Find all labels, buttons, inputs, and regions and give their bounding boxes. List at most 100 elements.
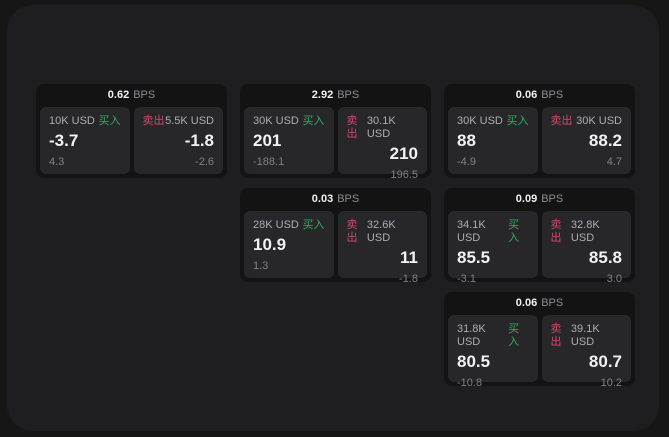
sell-side-label: 卖出 <box>142 115 165 127</box>
quote-card-body: 30K USD 买入 88 -4.9 卖出 30K USD 88.2 4.7 <box>448 107 631 174</box>
quote-card: 0.03 BPS 28K USD 买入 10.9 1.3 卖出 32.6K US… <box>240 188 431 282</box>
sell-amount: 30K USD <box>576 115 622 127</box>
sell-delta: -2.6 <box>195 156 214 168</box>
bps-value: 0.03 <box>311 193 334 205</box>
buy-panel-top: 31.8K USD 买入 <box>457 323 529 349</box>
bps-value: 0.62 <box>107 89 130 101</box>
sell-price: 210 <box>389 144 418 163</box>
buy-panel[interactable]: 10K USD 买入 -3.7 4.3 <box>40 107 130 174</box>
quote-card-body: 34.1K USD 买入 85.5 -3.1 卖出 32.8K USD 85.8… <box>448 211 631 282</box>
bps-header: 0.06 BPS <box>448 292 631 315</box>
app-panel: 0.62 BPS 10K USD 买入 -3.7 4.3 卖出 5.5K USD… <box>7 5 659 431</box>
sell-panel-top: 卖出 5.5K USD <box>143 115 215 128</box>
quote-card-body: 30K USD 买入 201 -188.1 卖出 30.1K USD 210 1… <box>244 107 427 178</box>
buy-amount: 10K USD <box>49 115 95 127</box>
sell-delta: 4.7 <box>606 156 622 168</box>
bps-header: 0.03 BPS <box>244 188 427 211</box>
bps-value: 0.06 <box>515 89 538 101</box>
sell-panel-top: 卖出 30.1K USD <box>347 115 419 141</box>
buy-delta: -3.1 <box>457 273 476 282</box>
sell-side-label: 卖出 <box>346 219 358 244</box>
quote-card-body: 31.8K USD 买入 80.5 -10.8 卖出 39.1K USD 80.… <box>448 315 631 386</box>
sell-price: 85.8 <box>588 248 622 267</box>
sell-panel[interactable]: 卖出 32.6K USD 11 -1.8 <box>337 211 427 282</box>
buy-panel[interactable]: 34.1K USD 买入 85.5 -3.1 <box>448 211 538 282</box>
buy-price: 201 <box>253 131 282 150</box>
sell-panel[interactable]: 卖出 30K USD 88.2 4.7 <box>541 107 631 174</box>
buy-panel-top: 10K USD 买入 <box>49 115 121 128</box>
sell-amount: 30.1K USD <box>366 115 396 140</box>
sell-panel-top: 卖出 32.6K USD <box>347 219 419 245</box>
quote-card-body: 10K USD 买入 -3.7 4.3 卖出 5.5K USD -1.8 -2.… <box>40 107 223 174</box>
buy-panel-top: 30K USD 买入 <box>457 115 529 128</box>
buy-panel[interactable]: 28K USD 买入 10.9 1.3 <box>244 211 334 278</box>
buy-delta: -188.1 <box>253 156 285 168</box>
sell-panel[interactable]: 卖出 30.1K USD 210 196.5 <box>337 107 427 178</box>
buy-panel-top: 30K USD 买入 <box>253 115 325 128</box>
buy-price: 88 <box>457 131 476 150</box>
buy-side-label: 买入 <box>508 323 520 348</box>
quote-card: 0.06 BPS 31.8K USD 买入 80.5 -10.8 卖出 39.1… <box>444 292 635 386</box>
sell-panel[interactable]: 卖出 5.5K USD -1.8 -2.6 <box>133 107 223 174</box>
bps-value: 2.92 <box>311 89 334 101</box>
sell-amount: 32.8K USD <box>570 219 600 244</box>
quote-card: 2.92 BPS 30K USD 买入 201 -188.1 卖出 30.1K … <box>240 84 431 178</box>
buy-panel-top: 28K USD 买入 <box>253 219 325 232</box>
buy-delta: -10.8 <box>457 377 483 386</box>
quote-card-body: 28K USD 买入 10.9 1.3 卖出 32.6K USD 11 -1.8 <box>244 211 427 282</box>
sell-price: -1.8 <box>184 131 214 150</box>
quote-card: 0.62 BPS 10K USD 买入 -3.7 4.3 卖出 5.5K USD… <box>36 84 227 178</box>
buy-price: 10.9 <box>253 235 287 254</box>
sell-panel-top: 卖出 30K USD <box>551 115 623 128</box>
buy-delta: 1.3 <box>253 260 269 272</box>
bps-unit-label: BPS <box>541 89 564 101</box>
bps-header: 0.62 BPS <box>40 84 223 107</box>
bps-value: 0.06 <box>515 297 538 309</box>
buy-delta: -4.9 <box>457 156 476 168</box>
card-grid: 0.62 BPS 10K USD 买入 -3.7 4.3 卖出 5.5K USD… <box>36 84 635 386</box>
buy-price: 85.5 <box>457 248 491 267</box>
bps-unit-label: BPS <box>337 89 360 101</box>
sell-delta: 196.5 <box>390 169 418 178</box>
sell-side-label: 卖出 <box>346 115 358 140</box>
buy-side-label: 买入 <box>98 115 121 127</box>
sell-side-label: 卖出 <box>550 115 573 127</box>
buy-panel[interactable]: 30K USD 买入 88 -4.9 <box>448 107 538 174</box>
bps-unit-label: BPS <box>541 297 564 309</box>
sell-amount: 39.1K USD <box>570 323 600 348</box>
bps-header: 2.92 BPS <box>244 84 427 107</box>
buy-amount: 31.8K USD <box>457 323 486 348</box>
sell-panel[interactable]: 卖出 32.8K USD 85.8 3.0 <box>541 211 631 282</box>
bps-header: 0.09 BPS <box>448 188 631 211</box>
buy-price: 80.5 <box>457 352 491 371</box>
sell-panel-top: 卖出 39.1K USD <box>551 323 623 349</box>
sell-amount: 32.6K USD <box>366 219 396 244</box>
sell-delta: 3.0 <box>606 273 622 282</box>
bps-value: 0.09 <box>515 193 538 205</box>
bps-header: 0.06 BPS <box>448 84 631 107</box>
bps-unit-label: BPS <box>541 193 564 205</box>
buy-side-label: 买入 <box>508 219 520 244</box>
buy-panel-top: 34.1K USD 买入 <box>457 219 529 245</box>
buy-side-label: 买入 <box>302 219 325 231</box>
buy-panel[interactable]: 30K USD 买入 201 -188.1 <box>244 107 334 174</box>
buy-amount: 28K USD <box>253 219 299 231</box>
bps-unit-label: BPS <box>337 193 360 205</box>
sell-panel-top: 卖出 32.8K USD <box>551 219 623 245</box>
sell-price: 80.7 <box>588 352 622 371</box>
buy-delta: 4.3 <box>49 156 65 168</box>
buy-side-label: 买入 <box>506 115 529 127</box>
sell-amount: 5.5K USD <box>165 115 214 127</box>
buy-panel[interactable]: 31.8K USD 买入 80.5 -10.8 <box>448 315 538 386</box>
sell-panel[interactable]: 卖出 39.1K USD 80.7 10.2 <box>541 315 631 386</box>
buy-amount: 30K USD <box>457 115 503 127</box>
buy-side-label: 买入 <box>302 115 325 127</box>
sell-delta: 10.2 <box>600 377 622 386</box>
sell-side-label: 卖出 <box>550 219 562 244</box>
quote-card: 0.06 BPS 30K USD 买入 88 -4.9 卖出 30K USD 8… <box>444 84 635 178</box>
buy-price: -3.7 <box>49 131 79 150</box>
bps-unit-label: BPS <box>133 89 156 101</box>
sell-price: 88.2 <box>588 131 622 150</box>
sell-side-label: 卖出 <box>550 323 562 348</box>
